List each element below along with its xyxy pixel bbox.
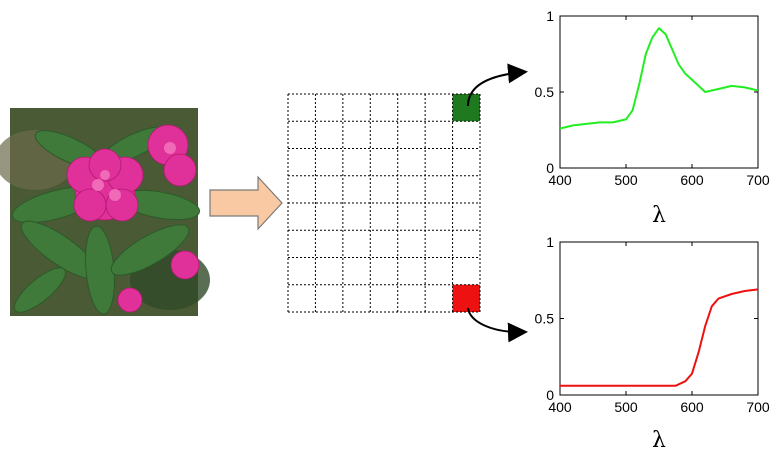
y-tick-label: 1 bbox=[546, 234, 554, 250]
series-line bbox=[560, 288, 759, 387]
x-tick-label: 500 bbox=[614, 399, 638, 415]
red-spectrum-chart: 400 500 600 700 0 0.5 1 λ bbox=[535, 234, 770, 453]
x-axis-label: λ bbox=[652, 428, 666, 453]
flower-photo bbox=[0, 108, 210, 316]
series-line bbox=[559, 27, 759, 130]
green-spectrum-chart: 400 500 600 700 0 0.5 1 λ bbox=[535, 8, 770, 228]
plot-frame bbox=[559, 241, 759, 396]
x-axis-label: λ bbox=[652, 203, 666, 228]
y-tick-label: 0.5 bbox=[535, 84, 555, 100]
x-tick-label: 500 bbox=[614, 172, 638, 188]
highlighted-cell-green bbox=[452, 94, 480, 122]
highlighted-cell-red bbox=[452, 284, 480, 312]
y-tick-label: 0.5 bbox=[535, 311, 555, 327]
curved-arrow-to-red-chart bbox=[467, 307, 528, 343]
x-tick-label: 600 bbox=[680, 172, 704, 188]
y-tick-label: 0 bbox=[546, 387, 554, 403]
x-tick-label: 600 bbox=[680, 399, 704, 415]
block-arrow bbox=[209, 175, 283, 231]
x-tick-label: 400 bbox=[548, 399, 572, 415]
x-tick-label: 700 bbox=[746, 172, 770, 188]
curved-arrow-to-green-chart bbox=[467, 63, 528, 107]
x-tick-label: 700 bbox=[746, 399, 770, 415]
pixel-grid bbox=[287, 93, 481, 313]
x-tick-label: 400 bbox=[548, 172, 572, 188]
plot-frame bbox=[559, 15, 759, 169]
y-tick-label: 0 bbox=[546, 160, 554, 176]
y-tick-label: 1 bbox=[546, 8, 554, 24]
